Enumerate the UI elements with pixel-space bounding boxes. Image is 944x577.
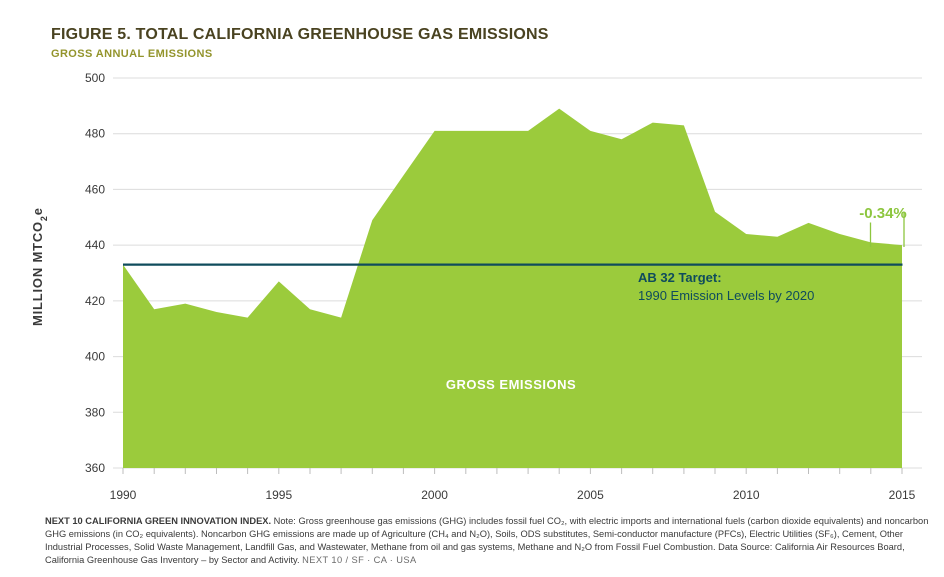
svg-text:GROSS EMISSIONS: GROSS EMISSIONS xyxy=(446,377,576,392)
svg-text:1990 Emission Levels by 2020: 1990 Emission Levels by 2020 xyxy=(638,288,814,303)
svg-text:2015: 2015 xyxy=(889,488,916,502)
svg-text:1990: 1990 xyxy=(110,488,137,502)
svg-text:400: 400 xyxy=(85,350,105,364)
svg-text:460: 460 xyxy=(85,182,105,196)
svg-text:1995: 1995 xyxy=(265,488,292,502)
svg-text:-0.34%: -0.34% xyxy=(859,205,907,222)
svg-text:420: 420 xyxy=(85,294,105,308)
svg-text:380: 380 xyxy=(85,405,105,419)
svg-text:AB 32 Target:: AB 32 Target: xyxy=(638,270,722,285)
svg-text:2005: 2005 xyxy=(577,488,604,502)
svg-text:360: 360 xyxy=(85,461,105,475)
svg-text:440: 440 xyxy=(85,238,105,252)
svg-text:500: 500 xyxy=(85,71,105,85)
svg-text:2000: 2000 xyxy=(421,488,448,502)
svg-text:2010: 2010 xyxy=(733,488,760,502)
svg-text:480: 480 xyxy=(85,127,105,141)
